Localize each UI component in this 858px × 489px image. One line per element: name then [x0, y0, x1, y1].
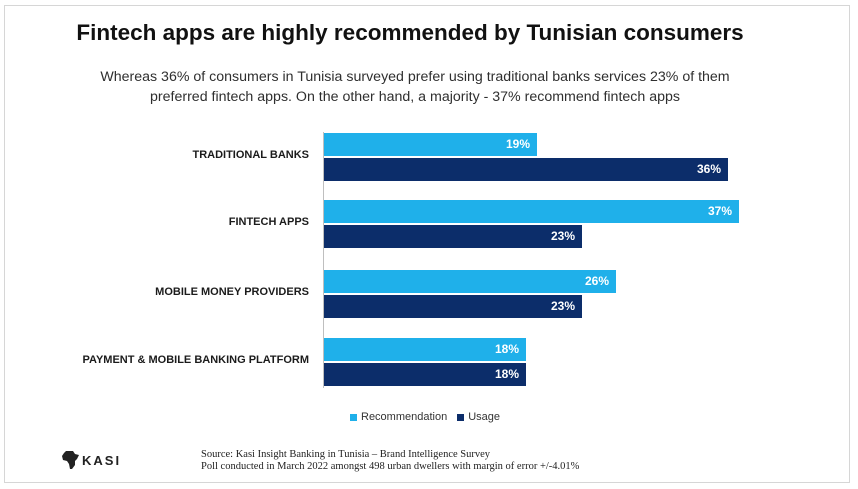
chart-subtitle: Whereas 36% of consumers in Tunisia surv…	[60, 67, 770, 107]
kasi-logo: KASI	[60, 449, 121, 471]
legend-item-usage: Usage	[457, 411, 500, 423]
bar-usage: 23%	[324, 225, 582, 248]
source-note: Source: Kasi Insight Banking in Tunisia …	[201, 449, 579, 473]
bar-usage: 23%	[324, 295, 582, 318]
africa-map-icon	[62, 451, 79, 469]
bar-value-label: 26%	[584, 274, 609, 288]
chart-title: Fintech apps are highly recommended by T…	[76, 20, 744, 45]
bar-usage: 36%	[324, 158, 728, 181]
legend-swatch-usage	[457, 413, 465, 421]
category-label: PAYMENT & MOBILE BANKING PLATFORM	[82, 354, 309, 366]
bar-value-label: 23%	[550, 229, 575, 243]
bar-value-label: 37%	[707, 204, 732, 218]
legend-swatch-recommendation	[350, 413, 357, 421]
bar-recommendation: 26%	[324, 270, 616, 293]
bar-recommendation: 18%	[324, 338, 526, 361]
legend-item-recommendation: Recommendation	[350, 411, 447, 423]
category-label: TRADITIONAL BANKS	[192, 149, 309, 161]
bar-recommendation: 37%	[324, 200, 739, 223]
chart-legend: Recommendation Usage	[350, 411, 510, 423]
logo-wordmark: KASI	[82, 452, 122, 468]
bar-value-label: 23%	[550, 299, 575, 313]
category-label: MOBILE MONEY PROVIDERS	[155, 286, 309, 298]
bar-value-label: 36%	[696, 162, 721, 176]
category-axis-line	[323, 132, 324, 388]
bar-recommendation: 19%	[324, 133, 537, 156]
bar-value-label: 18%	[494, 342, 519, 356]
source-line-1: Source: Kasi Insight Banking in Tunisia …	[201, 449, 491, 460]
subtitle-line-2: preferred fintech apps. On the other han…	[150, 89, 680, 105]
subtitle-line-1: Whereas 36% of consumers in Tunisia surv…	[100, 69, 730, 85]
legend-label-usage: Usage	[468, 411, 501, 423]
legend-label-recommendation: Recommendation	[361, 411, 448, 423]
bar-value-label: 18%	[494, 367, 519, 381]
source-line-2: Poll conducted in March 2022 amongst 498…	[201, 461, 580, 472]
bar-usage: 18%	[324, 363, 526, 386]
bar-value-label: 19%	[505, 137, 530, 151]
category-label: FINTECH APPS	[228, 216, 309, 228]
